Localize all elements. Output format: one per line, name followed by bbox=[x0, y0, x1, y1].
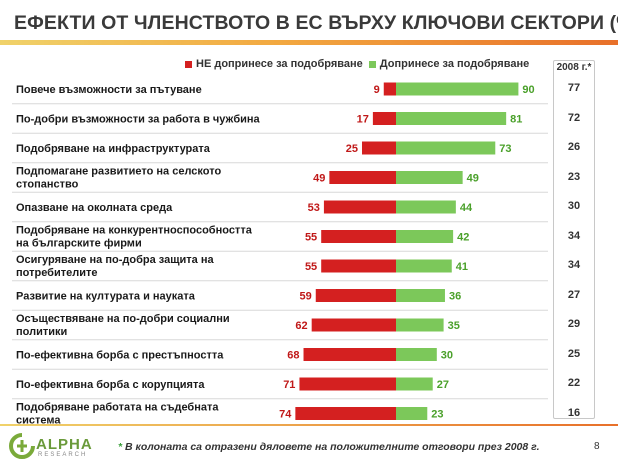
bar-negative bbox=[311, 318, 396, 332]
bar-negative bbox=[362, 141, 396, 155]
year-2008-value: 22 bbox=[567, 377, 581, 389]
year-2008-value: 29 bbox=[567, 318, 581, 330]
logo-name: ALPHA bbox=[36, 436, 93, 453]
footnote: * В колоната са отразени дяловете на пол… bbox=[118, 441, 540, 453]
value-label-negative: 17 bbox=[357, 114, 369, 126]
bar-positive bbox=[396, 348, 437, 361]
bar-positive bbox=[396, 377, 433, 391]
value-label-positive: 36 bbox=[449, 291, 461, 303]
bar-negative bbox=[323, 200, 396, 214]
year-2008-value: 16 bbox=[567, 406, 581, 419]
bar-positive bbox=[396, 200, 456, 214]
category-label: Подобряване на конкурентноспособността на… bbox=[16, 225, 253, 250]
legend-label-positive: Допринесе за подобряване bbox=[379, 58, 530, 70]
value-label-positive: 44 bbox=[460, 202, 473, 214]
year-2008-value: 77 bbox=[567, 82, 581, 94]
value-label-negative: 71 bbox=[283, 379, 295, 391]
bar-positive bbox=[396, 289, 445, 302]
value-label-negative: 9 bbox=[374, 84, 380, 96]
category-label: Подпомагане развитието на селското стопан… bbox=[16, 166, 221, 191]
bar-negative bbox=[329, 171, 396, 184]
value-label-negative: 55 bbox=[305, 232, 317, 244]
category-label: Подобряване работата на съдебната система bbox=[16, 402, 219, 427]
footnote-text: В колоната са отразени дяловете на полож… bbox=[122, 441, 540, 453]
category-label: Опазване на околната среда bbox=[16, 202, 173, 214]
value-label-negative: 68 bbox=[287, 350, 299, 362]
bar-positive bbox=[396, 230, 454, 243]
bar-negative bbox=[321, 230, 396, 243]
value-label-positive: 35 bbox=[448, 320, 460, 332]
category-label: Подобряване на инфраструктурата bbox=[16, 143, 211, 155]
bar-negative bbox=[295, 407, 396, 420]
page-number: 8 bbox=[594, 441, 600, 452]
legend-swatch-positive bbox=[368, 60, 376, 68]
value-label-positive: 27 bbox=[437, 379, 449, 391]
category-label: По-ефективна борба с престъпността bbox=[16, 350, 224, 362]
legend-item-positive: Допринесе за подобряване bbox=[368, 58, 530, 70]
footnote-star: * bbox=[118, 441, 123, 453]
category-label: По-добри възможности за работа в чужбина bbox=[16, 114, 261, 126]
category-label: Повече възможности за пътуване bbox=[16, 84, 202, 96]
legend-item-negative: НЕ допринесе за подобряване bbox=[185, 58, 363, 70]
value-label-positive: 23 bbox=[431, 409, 443, 421]
value-label-negative: 25 bbox=[346, 143, 358, 155]
value-label-negative: 49 bbox=[313, 173, 325, 185]
year-2008-value: 72 bbox=[567, 111, 581, 124]
bar-negative bbox=[303, 348, 396, 361]
year-2008-value: 26 bbox=[567, 141, 581, 153]
value-label-positive: 49 bbox=[467, 173, 479, 185]
bar-positive bbox=[396, 141, 496, 155]
value-label-negative: 55 bbox=[305, 261, 317, 273]
legend-label-negative: НЕ допринесе за подобряване bbox=[196, 58, 363, 70]
category-label: По-ефективна борба с корупцията bbox=[16, 379, 205, 391]
footer-divider bbox=[0, 424, 618, 426]
bar-positive bbox=[396, 112, 507, 125]
bar-negative bbox=[321, 259, 396, 273]
year-2008-value: 27 bbox=[567, 288, 581, 301]
legend: НЕ допринесе за подобряване Допринесе за… bbox=[185, 58, 529, 70]
bar-positive bbox=[396, 407, 428, 420]
category-label: Осигуряване на по-добра защита на потреби… bbox=[16, 254, 214, 279]
value-label-positive: 41 bbox=[456, 261, 468, 273]
value-label-positive: 73 bbox=[499, 143, 511, 155]
year-2008-value: 34 bbox=[567, 259, 581, 271]
alpha-logo-icon bbox=[9, 433, 35, 459]
chart-title: ЕФЕКТИ ОТ ЧЛЕНСТВОТО В ЕС ВЪРХУ КЛЮЧОВИ … bbox=[14, 12, 618, 34]
bar-negative bbox=[315, 289, 396, 302]
year-2008-value: 30 bbox=[567, 200, 581, 212]
bar-positive bbox=[396, 318, 444, 332]
legend-swatch-negative bbox=[185, 60, 192, 68]
title-underline bbox=[0, 40, 618, 45]
bar-positive bbox=[396, 171, 463, 184]
year-column-header: 2008 г.* bbox=[556, 62, 592, 73]
category-label: Развитие на културата и науката bbox=[16, 291, 196, 303]
year-2008-value: 23 bbox=[567, 170, 581, 183]
category-label: Осъществяване на по-добри социални полити… bbox=[16, 313, 230, 338]
year-2008-value: 25 bbox=[567, 347, 581, 360]
bar-positive bbox=[396, 259, 452, 273]
logo-subtitle: RESEARCH bbox=[38, 452, 88, 458]
value-label-positive: 81 bbox=[510, 114, 522, 126]
bar-negative bbox=[299, 377, 396, 391]
value-label-positive: 90 bbox=[522, 84, 534, 96]
bar-negative bbox=[383, 82, 396, 96]
year-column-box bbox=[553, 60, 595, 419]
year-2008-value: 34 bbox=[567, 229, 581, 242]
value-label-negative: 53 bbox=[308, 202, 320, 214]
value-label-negative: 74 bbox=[279, 409, 292, 421]
value-label-negative: 62 bbox=[295, 320, 307, 332]
bar-negative bbox=[372, 112, 396, 125]
value-label-positive: 30 bbox=[441, 350, 453, 362]
value-label-positive: 42 bbox=[457, 232, 469, 244]
bar-positive bbox=[396, 82, 519, 96]
value-label-negative: 59 bbox=[300, 291, 312, 303]
